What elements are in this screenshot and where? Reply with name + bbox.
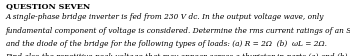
Text: QUESTION SEVEN: QUESTION SEVEN — [6, 2, 90, 10]
Text: fundamental component of voltage is considered. Determine the rms current rating: fundamental component of voltage is cons… — [6, 27, 350, 35]
Text: and the diode of the bridge for the following types of loads: (a) R = 2Ω  (b)  ω: and the diode of the bridge for the foll… — [6, 40, 327, 48]
Text: Find also the repetitive peak voltage that may appear across a thyristor in part: Find also the repetitive peak voltage th… — [6, 53, 350, 56]
Text: A single-phase bridge inverter is fed from 230 V dc. In the output voltage wave,: A single-phase bridge inverter is fed fr… — [6, 13, 324, 21]
